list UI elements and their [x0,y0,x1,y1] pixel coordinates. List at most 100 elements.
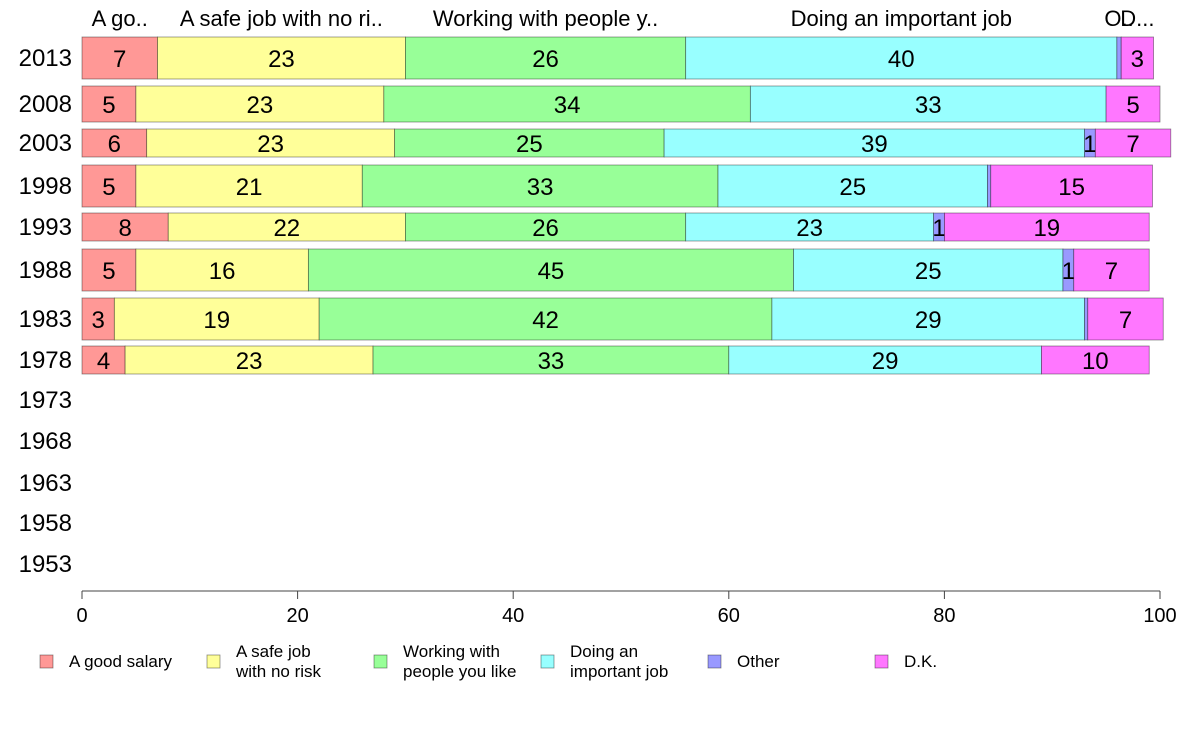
data-label-a-safe-job-with-no-risk-1988: 16 [209,258,236,285]
data-label-d-k-1998: 15 [1058,174,1085,201]
y-tick-label-2008: 2008 [19,91,72,118]
bar-a-safe-job-with-no-risk-1978 [124,345,374,375]
bar-a-good-salary-1978 [81,345,126,375]
series-header-labels: A go.. A safe job with no ri.. Working wit… [92,6,1155,31]
bar-a-good-salary-2008 [81,85,137,123]
bar-other-1983 [1084,297,1089,341]
bar-area: 7 23 26 40 35 23 34 33 56 23 25 39 1 75 21 33 25 158 22 26 2… [81,36,1172,375]
data-label-working-with-people-you-like-1988: 45 [538,258,565,285]
y-tick-label-1968: 1968 [19,428,72,455]
bar-other-1998 [987,164,992,208]
data-label-a-safe-job-with-no-risk-1998: 21 [236,174,263,201]
bar-working-with-people-you-like-2013 [404,36,687,80]
x-tick-label-20: 20 [286,605,308,627]
legend-label-working-with-people-you-like: Working with people you like [403,642,516,681]
legend-swatch-working-with-people-you-like [373,654,388,669]
bar-a-safe-job-with-no-risk-2013 [157,36,406,80]
legend-label-d-k: D.K. [904,652,937,671]
data-label-a-good-salary-2013: 7 [113,46,126,73]
data-label-a-safe-job-with-no-risk-2008: 23 [247,92,274,119]
data-label-working-with-people-you-like-1978: 33 [538,348,565,375]
bar-a-good-salary-1988 [81,248,137,292]
bar-doing-an-important-job-1983 [771,297,1085,341]
x-axis: 0 20 40 60 80 100 [76,590,1177,627]
legend-swatch-a-safe-job-with-no-risk [206,654,221,669]
y-tick-label-1998: 1998 [19,173,72,200]
bar-doing-an-important-job-2008 [749,85,1107,123]
data-label-other-1993: 1 [932,215,945,242]
bar-a-safe-job-with-no-risk-2008 [135,85,385,123]
y-tick-label-1978: 1978 [19,347,72,374]
bar-d-k-1998 [990,164,1153,208]
data-label-a-good-salary-2008: 5 [102,92,115,119]
data-label-a-safe-job-with-no-risk-2013: 23 [268,46,295,73]
bar-a-safe-job-with-no-risk-2003 [146,128,396,158]
data-label-a-good-salary-1978: 4 [97,348,110,375]
header-label-working-with-people-you-like: Working with people y.. [433,6,658,31]
data-label-other-2003: 1 [1083,131,1096,158]
data-label-a-good-salary-1993: 8 [118,215,131,242]
bar-d-k-1978 [1041,345,1150,375]
bar-working-with-people-you-like-2003 [394,128,665,158]
bar-d-k-1993 [944,212,1150,242]
data-label-working-with-people-you-like-2003: 25 [516,131,543,158]
bar-a-safe-job-with-no-risk-1993 [167,212,406,242]
bar-d-k-2003 [1094,128,1172,158]
y-tick-label-1988: 1988 [19,257,72,284]
data-label-a-good-salary-1998: 5 [102,174,115,201]
y-tick-label-1953: 1953 [19,551,72,578]
header-label-other: O.. [1104,6,1133,31]
header-label-a-safe-job-with-no-risk: A safe job with no ri.. [180,6,383,31]
data-label-a-safe-job-with-no-risk-2003: 23 [257,131,284,158]
data-label-doing-an-important-job-2013: 40 [888,46,915,73]
data-label-doing-an-important-job-1983: 29 [915,307,942,334]
legend-label-doing-an-important-job: Doing an important job [570,642,668,681]
bar-doing-an-important-job-1998 [717,164,988,208]
y-tick-label-2003: 2003 [19,130,72,157]
bar-working-with-people-you-like-1993 [404,212,687,242]
data-label-a-good-salary-2003: 6 [108,131,121,158]
bar-working-with-people-you-like-1998 [361,164,719,208]
data-label-a-safe-job-with-no-risk-1978: 23 [236,348,263,375]
data-label-doing-an-important-job-1978: 29 [872,348,899,375]
bar-d-k-2013 [1120,36,1154,80]
bar-d-k-1988 [1073,248,1150,292]
data-label-doing-an-important-job-1988: 25 [915,258,942,285]
bar-a-good-salary-2013 [81,36,158,80]
data-label-working-with-people-you-like-2008: 34 [554,92,581,119]
bar-doing-an-important-job-2003 [663,128,1085,158]
x-tick-label-100: 100 [1143,605,1176,627]
legend-label-a-good-salary: A good salary [69,652,173,671]
x-tick-label-40: 40 [502,605,524,627]
data-label-d-k-1988: 7 [1105,258,1118,285]
legend-swatch-a-good-salary [39,654,54,669]
header-label-d-k: D... [1120,6,1154,31]
data-label-doing-an-important-job-1998: 25 [839,174,866,201]
data-label-a-safe-job-with-no-risk-1993: 22 [273,215,300,242]
data-label-working-with-people-you-like-2013: 26 [532,46,559,73]
data-label-a-good-salary-1983: 3 [91,307,104,334]
bar-doing-an-important-job-1988 [793,248,1064,292]
legend-label-other: Other [737,652,780,671]
data-label-d-k-2003: 7 [1126,131,1139,158]
data-label-a-safe-job-with-no-risk-1983: 19 [203,307,230,334]
bar-d-k-2008 [1105,85,1161,123]
legend-swatch-d-k [874,654,889,669]
data-label-a-good-salary-1988: 5 [102,258,115,285]
data-label-doing-an-important-job-2003: 39 [861,131,888,158]
data-label-d-k-1983: 7 [1119,307,1132,334]
bar-a-good-salary-1998 [81,164,137,208]
legend-swatch-doing-an-important-job [540,654,555,669]
x-tick-label-80: 80 [933,605,955,627]
data-label-doing-an-important-job-1993: 23 [796,215,823,242]
y-tick-label-1973: 1973 [19,387,72,414]
y-tick-label-2013: 2013 [19,45,72,72]
y-tick-label-1958: 1958 [19,510,72,537]
data-label-working-with-people-you-like-1998: 33 [527,174,554,201]
bar-a-good-salary-1993 [81,212,169,242]
header-label-a-good-salary: A go.. [92,6,148,31]
y-tick-label-1963: 1963 [19,470,72,497]
x-tick-label-60: 60 [718,605,740,627]
bar-doing-an-important-job-1978 [728,345,1042,375]
